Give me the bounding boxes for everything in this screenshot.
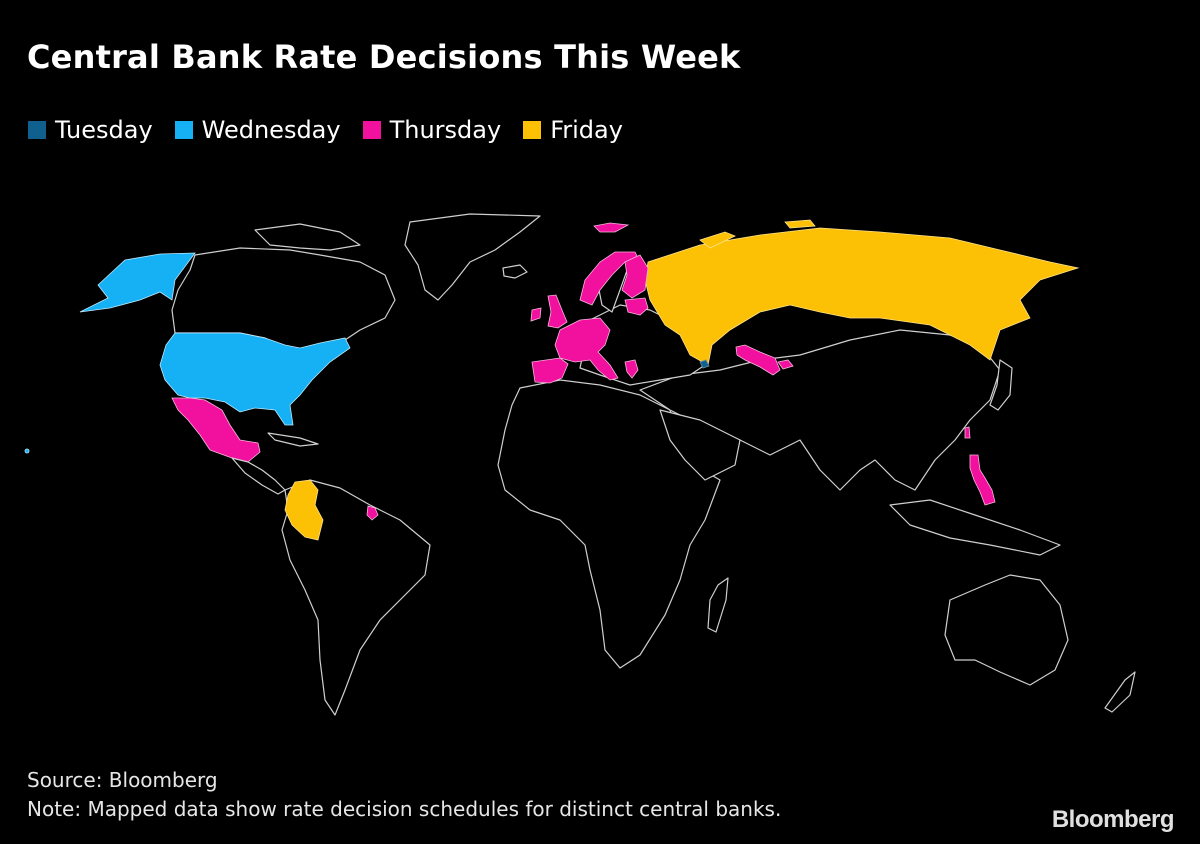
region-new-zealand <box>1104 671 1136 713</box>
region-greenland <box>404 213 541 301</box>
region-australia <box>944 574 1069 686</box>
country-russia <box>644 227 1080 366</box>
country-philippines <box>969 454 996 506</box>
country-finland <box>621 254 649 299</box>
country-armenia <box>699 359 710 369</box>
legend-item-friday: Friday <box>523 116 623 144</box>
legend-swatch-tuesday <box>28 121 46 139</box>
chart-title: Central Bank Rate Decisions This Week <box>27 38 741 76</box>
legend-swatch-wednesday <box>174 121 193 139</box>
country-uzbekistan <box>735 344 781 376</box>
country-greece <box>624 359 639 379</box>
region-arabia <box>659 409 741 481</box>
region-asia <box>639 329 1001 491</box>
country-norway-svalbard <box>593 222 630 233</box>
country-spain-portugal <box>531 357 569 384</box>
legend-label-friday: Friday <box>550 116 623 144</box>
legend-label-wednesday: Wednesday <box>201 116 341 144</box>
world-map <box>24 213 1136 716</box>
region-africa <box>497 379 721 669</box>
country-russia-novaya-zemlya <box>699 231 736 249</box>
region-south-america <box>281 479 431 716</box>
region-caribbean <box>267 432 319 447</box>
country-colombia <box>284 479 324 541</box>
legend-item-wednesday: Wednesday <box>174 116 341 144</box>
legend-swatch-friday <box>523 121 542 139</box>
legend-item-tuesday: Tuesday <box>28 116 153 144</box>
legend-label-tuesday: Tuesday <box>55 116 153 144</box>
legend: Tuesday Wednesday Thursday Friday <box>28 116 645 144</box>
country-united-kingdom <box>547 294 568 329</box>
region-iceland <box>502 264 528 279</box>
country-taiwan <box>964 426 971 439</box>
country-usa-hawaii <box>24 448 30 454</box>
region-madagascar <box>707 577 729 633</box>
country-ireland <box>530 307 542 322</box>
legend-item-thursday: Thursday <box>362 116 502 144</box>
footer: Source: Bloomberg Note: Mapped data show… <box>27 766 781 824</box>
region-central-america <box>231 457 286 495</box>
country-russia-arctic-islands <box>784 219 816 229</box>
country-mexico <box>171 397 261 463</box>
country-kyrgyzstan <box>777 359 794 370</box>
country-french-guiana <box>366 505 379 521</box>
region-japan <box>989 359 1013 411</box>
source-text: Source: Bloomberg <box>27 768 218 792</box>
legend-swatch-thursday <box>362 121 381 139</box>
region-southeast-asia-islands <box>889 499 1061 556</box>
country-usa <box>159 332 351 426</box>
country-usa-alaska <box>79 252 196 313</box>
bloomberg-logo: Bloomberg <box>1051 806 1175 833</box>
region-arctic-islands <box>254 223 361 251</box>
note-text: Note: Mapped data show rate decision sch… <box>27 797 782 821</box>
country-eurozone-west <box>554 317 619 381</box>
legend-label-thursday: Thursday <box>389 116 502 144</box>
country-baltic-states <box>624 297 649 316</box>
